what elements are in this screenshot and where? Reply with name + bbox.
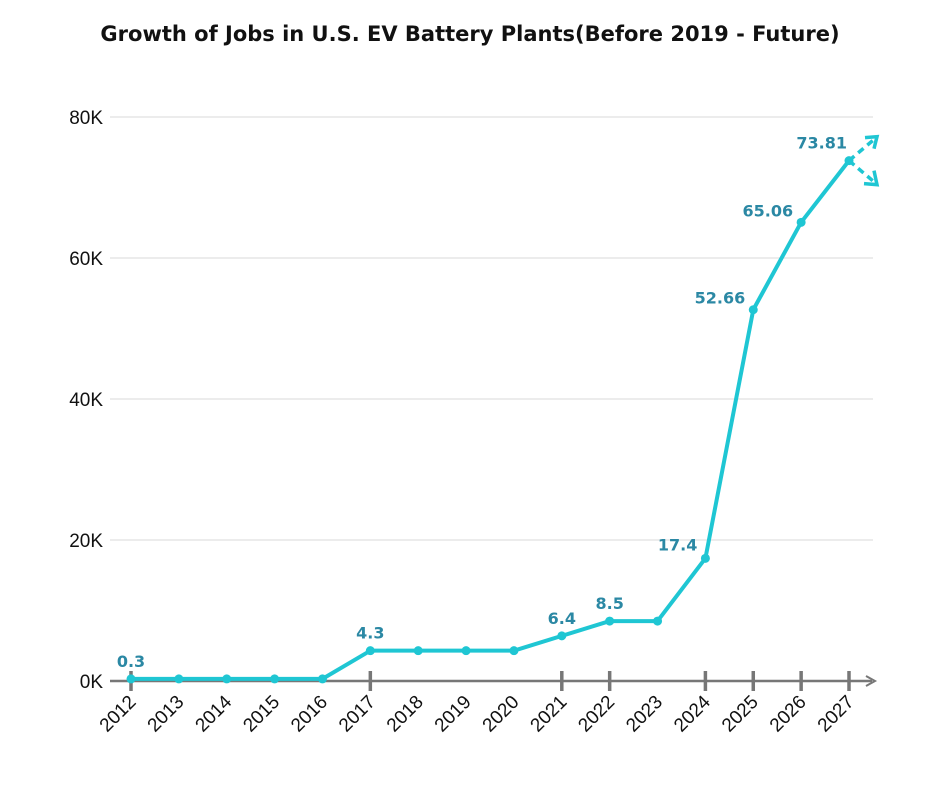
data-label: 6.4: [548, 609, 576, 628]
x-tick-label: 2018: [383, 692, 428, 737]
x-tick-label: 2026: [766, 692, 811, 737]
data-point: [317, 674, 327, 684]
y-tick-label: 0K: [80, 672, 104, 693]
data-point: [653, 616, 663, 626]
data-point: [413, 646, 423, 656]
arrowhead-up-icon: [864, 134, 880, 150]
y-tick-label: 80K: [69, 108, 103, 129]
data-point: [222, 674, 232, 684]
x-tick-label: 2024: [670, 691, 715, 736]
data-point: [557, 631, 567, 641]
x-tick-label: 2017: [335, 692, 380, 737]
future-trend-up-arrow-icon: [847, 137, 877, 162]
data-point: [605, 616, 615, 626]
data-point: [270, 674, 280, 684]
x-tick-label: 2023: [622, 692, 667, 737]
x-tick-label: 2020: [479, 692, 524, 737]
data-label: 4.3: [356, 624, 384, 643]
data-label: 65.06: [743, 201, 794, 220]
x-axis-arrow-icon: [865, 675, 878, 687]
y-tick-label: 60K: [69, 249, 103, 270]
data-point: [700, 553, 710, 563]
series-line: [131, 159, 851, 681]
x-tick-label: 2021: [527, 692, 572, 737]
data-point: [509, 646, 519, 656]
data-label: 0.3: [117, 652, 145, 671]
data-label: 8.5: [595, 594, 623, 613]
x-tick-label: 2013: [144, 692, 189, 737]
data-point: [365, 646, 375, 656]
data-point: [796, 217, 806, 227]
x-tick-label: 2014: [192, 691, 237, 736]
x-tick-label: 2027: [814, 692, 859, 737]
data-point: [174, 674, 184, 684]
data-point: [461, 646, 471, 656]
x-tick-label: 2022: [574, 692, 619, 737]
future-trend-down-arrow-icon: [847, 159, 877, 184]
x-tick-label: 2015: [239, 692, 284, 737]
x-tick-label: 2016: [287, 692, 332, 737]
x-tick-label: 2025: [718, 692, 763, 737]
data-point: [748, 305, 758, 315]
data-label: 52.66: [695, 289, 746, 308]
x-tick-label: 2019: [431, 692, 476, 737]
data-label: 73.81: [796, 134, 847, 153]
y-tick-label: 20K: [69, 531, 103, 552]
y-tick-label: 40K: [69, 390, 103, 411]
x-tick-label: 2012: [96, 692, 141, 737]
arrowhead-down-icon: [863, 170, 880, 187]
chart-title: Growth of Jobs in U.S. EV Battery Plants…: [100, 22, 840, 46]
data-point: [126, 674, 136, 684]
data-label: 17.4: [658, 535, 697, 554]
